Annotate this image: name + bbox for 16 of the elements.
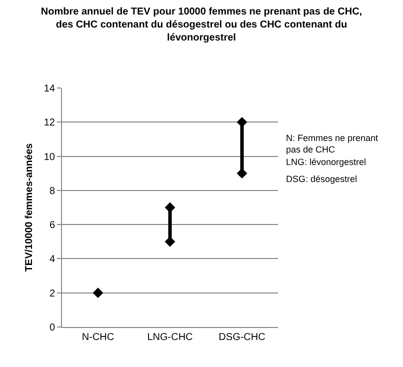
- chart-title: Nombre annuel de TEV pour 10000 femmes ne prenant pas de CHC, des CHC contenant du désogestrel ou des CHC contenant du lévonorgestrel: [40, 6, 362, 44]
- text: LNG: lévonorgestrel: [286, 157, 366, 167]
- x-tick-label: DSG-CHC: [218, 332, 266, 343]
- y-tick-label: 10: [44, 152, 56, 163]
- y-tick-label: 12: [44, 118, 56, 129]
- y-tick-label: 8: [49, 186, 56, 197]
- x-tick-label: N-CHC: [82, 332, 114, 343]
- y-tick-label: 2: [49, 288, 56, 300]
- text: DSG: désogestrel: [286, 174, 358, 184]
- text: N: Femmes ne prenant pas de CHC: [286, 133, 379, 155]
- y-tick-label: 4: [49, 254, 56, 266]
- y-tick-label: 0: [49, 322, 56, 334]
- y-tick-label: 14: [44, 84, 56, 94]
- y-tick-label: 6: [49, 220, 56, 232]
- y-axis-title: TEV/10000 femmes-années: [24, 142, 35, 272]
- x-tick-label: LNG-CHC: [147, 332, 193, 343]
